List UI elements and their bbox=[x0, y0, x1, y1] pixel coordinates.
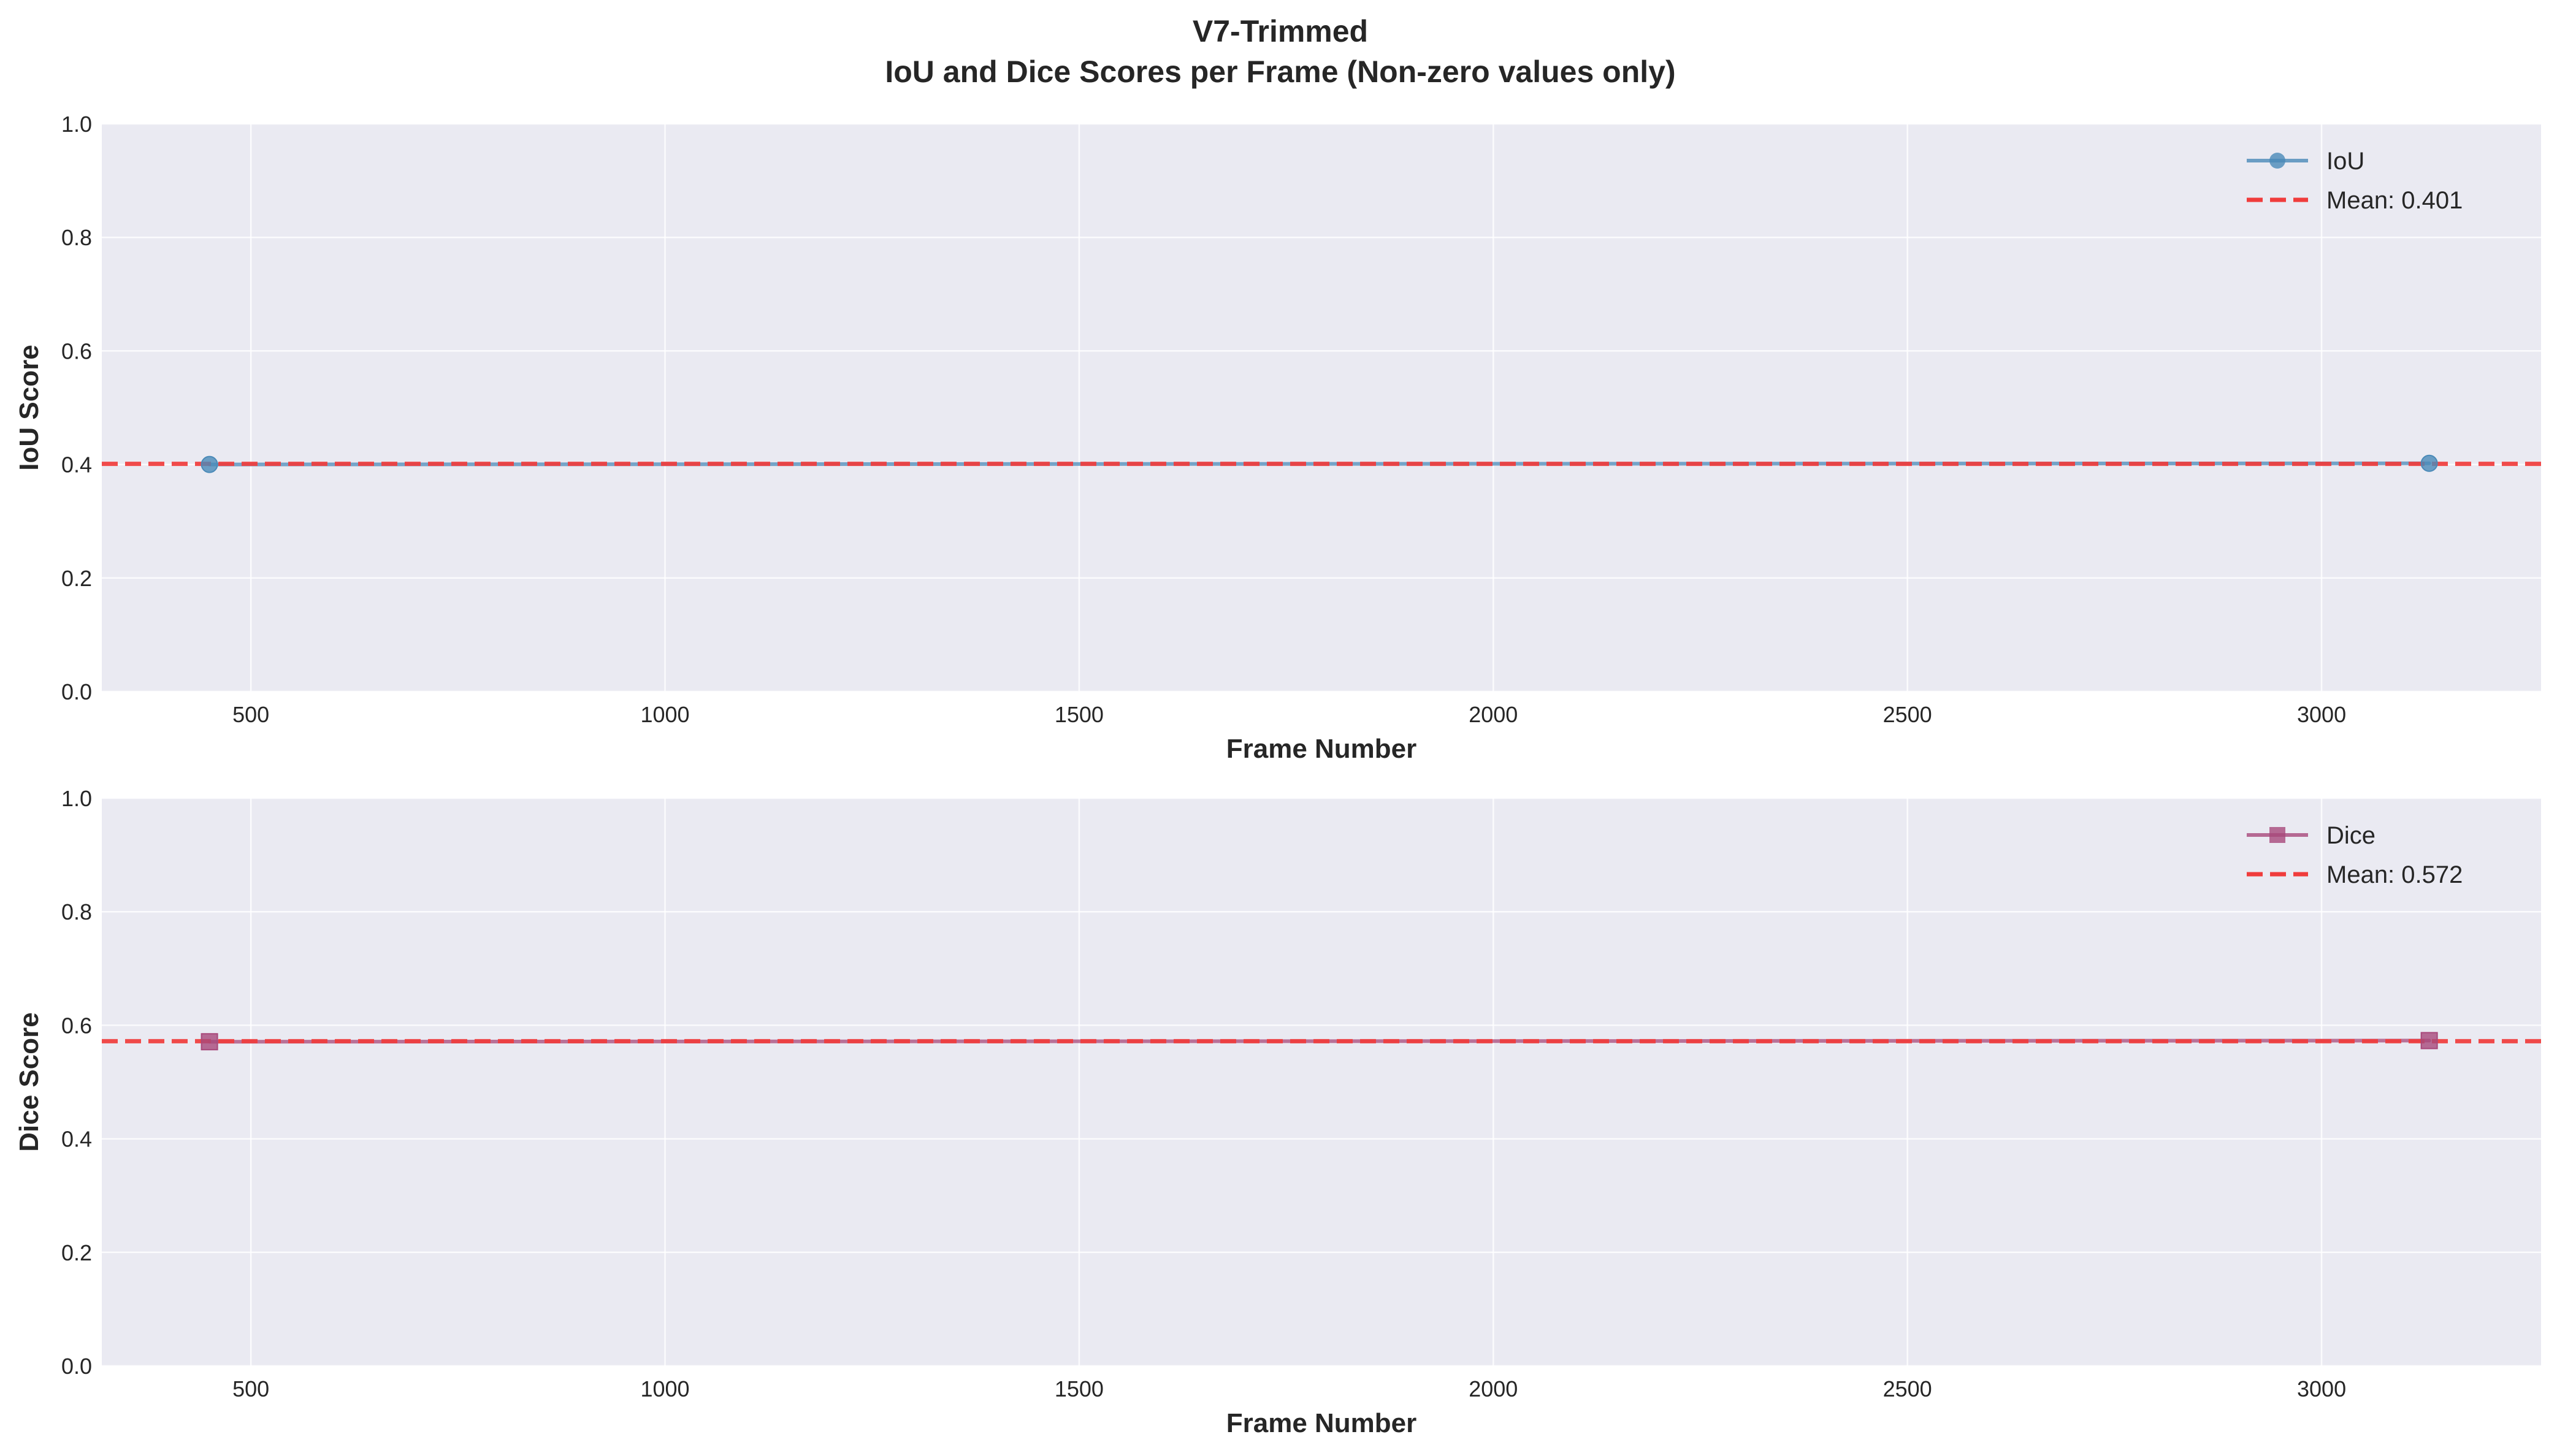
dice-panel: 500 1000 1500 2000 2500 3000 0.0 0.2 0.4 0.6 0.8 1.… bbox=[14, 786, 2541, 1438]
dice-xtick-label-1: 1000 bbox=[640, 1376, 689, 1401]
iou-ytick-label-0: 0.0 bbox=[61, 679, 92, 704]
dice-ytick-label-4: 0.8 bbox=[61, 899, 92, 924]
dice-ytick-label-5: 1.0 bbox=[61, 786, 92, 811]
dice-ytick-label-3: 0.6 bbox=[61, 1013, 92, 1038]
iou-xtick-label-5: 3000 bbox=[2297, 702, 2346, 727]
iou-ylabel: IoU Score bbox=[14, 345, 44, 470]
iou-legend-mean-label: Mean: 0.401 bbox=[2326, 187, 2463, 214]
iou-xtick-label-1: 1000 bbox=[640, 702, 689, 727]
figure-title-line2: IoU and Dice Scores per Frame (Non-zero … bbox=[885, 55, 1675, 89]
dice-xtick-label-0: 500 bbox=[232, 1376, 269, 1401]
dice-legend-series-label: Dice bbox=[2326, 822, 2375, 849]
iou-xtick-label-0: 500 bbox=[232, 702, 269, 727]
dice-xtick-label-5: 3000 bbox=[2297, 1376, 2346, 1401]
dice-point-0 bbox=[201, 1033, 218, 1051]
dice-xtick-label-2: 1500 bbox=[1055, 1376, 1104, 1401]
dice-ytick-label-2: 0.4 bbox=[61, 1127, 92, 1152]
dice-point-1 bbox=[2420, 1032, 2438, 1050]
iou-ytick-label-1: 0.2 bbox=[61, 566, 92, 591]
dice-ytick-label-1: 0.2 bbox=[61, 1240, 92, 1265]
iou-xtick-label-2: 1500 bbox=[1055, 702, 1104, 727]
iou-xtick-label-4: 2500 bbox=[1883, 702, 1932, 727]
iou-plot-area bbox=[102, 124, 2541, 692]
dice-ytick-label-0: 0.0 bbox=[61, 1354, 92, 1379]
iou-xtick-label-3: 2000 bbox=[1469, 702, 1518, 727]
iou-panel: 500 1000 1500 2000 2500 3000 0.0 0.2 0.4 0.6 0.8 1.… bbox=[14, 112, 2541, 764]
iou-point-1 bbox=[2420, 454, 2438, 472]
dice-xtick-label-3: 2000 bbox=[1469, 1376, 1518, 1401]
iou-legend-series-marker bbox=[2269, 153, 2285, 169]
dice-plot-area bbox=[102, 798, 2541, 1366]
dice-legend-series-marker bbox=[2269, 827, 2285, 843]
dice-xlabel: Frame Number bbox=[1226, 1408, 1417, 1438]
figure-title-line1: V7-Trimmed bbox=[1193, 14, 1368, 48]
iou-legend-series-label: IoU bbox=[2326, 148, 2364, 175]
iou-ytick-label-4: 0.8 bbox=[61, 225, 92, 250]
dice-xtick-label-4: 2500 bbox=[1883, 1376, 1932, 1401]
iou-ytick-label-3: 0.6 bbox=[61, 338, 92, 364]
dice-legend-mean-label: Mean: 0.572 bbox=[2326, 861, 2463, 888]
iou-ytick-label-2: 0.4 bbox=[61, 452, 92, 478]
iou-ytick-label-5: 1.0 bbox=[61, 112, 92, 137]
dice-ylabel: Dice Score bbox=[14, 1012, 44, 1151]
iou-xlabel: Frame Number bbox=[1226, 734, 1417, 764]
iou-point-0 bbox=[201, 455, 218, 473]
